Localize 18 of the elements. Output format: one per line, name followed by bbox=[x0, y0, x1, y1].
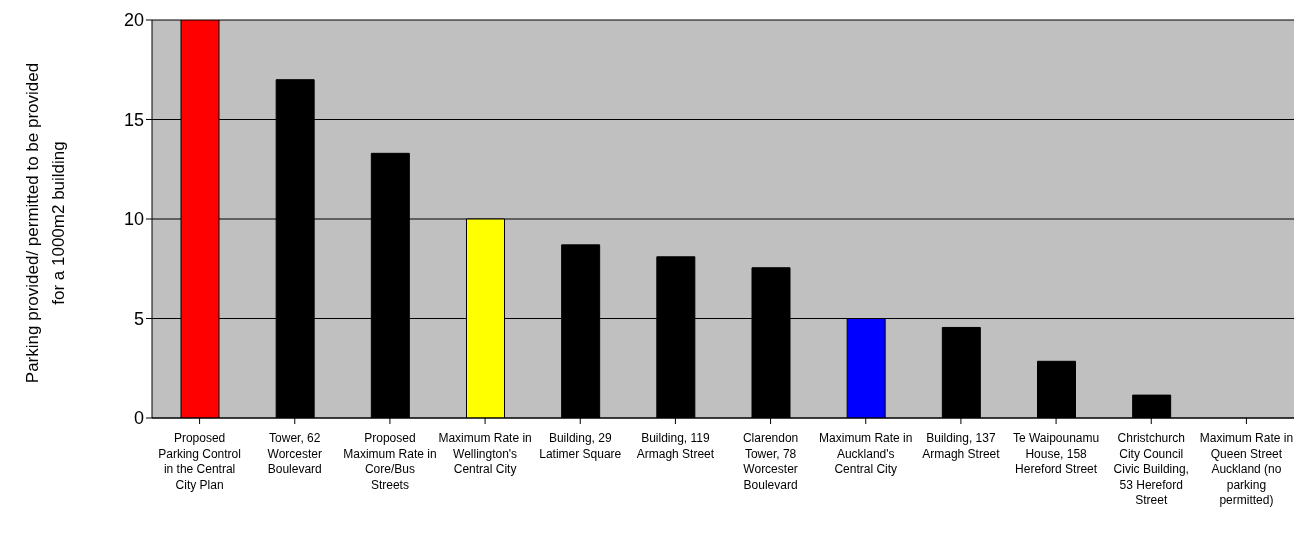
x-tick-label: Maximum Rate in Queen Street Auckland (no parking permitted) bbox=[1199, 431, 1294, 507]
y-tick-label: 15 bbox=[123, 109, 144, 130]
x-tick-label: Building, 29 Latimer Square bbox=[539, 431, 622, 461]
x-tick-label: Building, 119 Armagh Street bbox=[636, 431, 715, 461]
x-tick-label: Proposed Maximum Rate in Core/Bus Streets bbox=[343, 431, 437, 492]
x-tick-label: Tower, 62 Worcester Boulevard bbox=[267, 431, 322, 476]
y-tick-label: 0 bbox=[133, 408, 144, 429]
x-tick-label: Proposed Parking Control in the Central City Plan bbox=[158, 431, 241, 492]
y-axis-title: Parking provided/ permitted to be provided for a 1000m2 building bbox=[23, 62, 68, 384]
y-tick-label: 10 bbox=[123, 209, 144, 230]
x-tick-label: Maximum Rate in Auckland's Central City bbox=[819, 431, 913, 476]
x-tick-label: Maximum Rate in Wellington's Central City bbox=[438, 431, 532, 476]
y-tick-label: 20 bbox=[123, 10, 144, 31]
x-tick-label: Te Waipounamu House, 158 Hereford Street bbox=[1012, 431, 1100, 476]
y-tick-label: 5 bbox=[133, 308, 144, 329]
x-tick-label: Building, 137 Armagh Street bbox=[922, 431, 1001, 461]
x-tick-label: Christchurch City Council Civic Building, 53 Hereford Street bbox=[1113, 431, 1189, 507]
x-tick-label: Clarendon Tower, 78 Worcester Boulevard bbox=[742, 431, 799, 492]
